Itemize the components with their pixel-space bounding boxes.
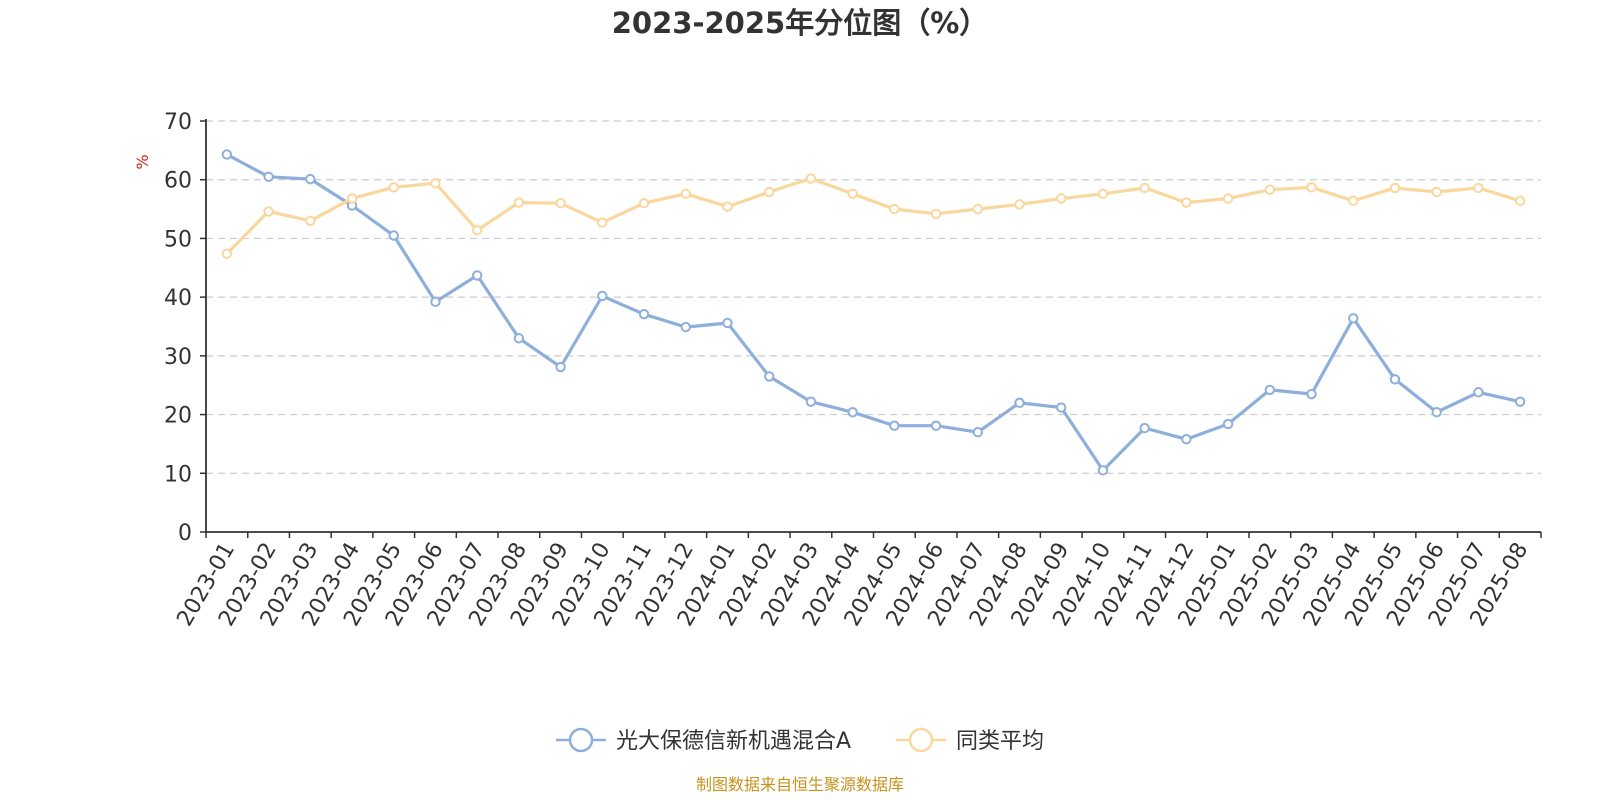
y-tick-label: 30	[164, 345, 192, 370]
x-tick-labels: 2023-012023-022023-032023-042023-052023-…	[172, 539, 1533, 631]
y-tick-label: 60	[164, 169, 192, 194]
legend-item-2: 同类平均	[896, 727, 1044, 754]
data-point	[1056, 193, 1067, 204]
data-point	[1097, 188, 1109, 200]
y-tick-label: 0	[178, 521, 192, 546]
data-point	[1389, 374, 1401, 385]
data-point	[263, 171, 274, 182]
data-point	[1264, 384, 1276, 396]
data-point	[1222, 418, 1234, 430]
data-point	[1348, 195, 1359, 207]
data-point	[1014, 199, 1025, 210]
legend: 光大保德信新机遇混合A 同类平均	[556, 727, 1044, 754]
data-point	[805, 173, 817, 184]
data-point	[388, 230, 399, 241]
data-point	[513, 333, 525, 344]
data-point	[889, 420, 900, 431]
data-point	[305, 173, 316, 185]
legend-swatch-marker	[568, 727, 594, 753]
data-point	[1306, 388, 1317, 400]
data-point	[680, 321, 691, 333]
y-tick-label: 70	[164, 110, 192, 135]
data-point	[1181, 197, 1192, 208]
data-point	[471, 225, 483, 236]
y-tick-label: 50	[164, 227, 192, 252]
data-point	[597, 290, 608, 302]
data-point	[346, 193, 358, 204]
data-point	[972, 426, 983, 438]
data-point	[722, 317, 733, 329]
data-point	[638, 198, 650, 209]
data-point	[1222, 193, 1234, 204]
data-point	[513, 197, 525, 208]
data-point	[1181, 434, 1192, 445]
legend-item-1: 光大保德信新机遇混合A	[556, 727, 851, 754]
data-point	[889, 203, 900, 215]
grid-lines	[206, 120, 1541, 474]
data-point	[1389, 182, 1401, 194]
data-point	[722, 201, 733, 212]
data-point	[972, 203, 983, 215]
y-tick-label: 40	[164, 286, 192, 311]
legend-swatch-marker	[908, 727, 934, 753]
data-point	[263, 206, 274, 217]
data-point	[1514, 195, 1526, 207]
y-axis-unit-label: %	[133, 154, 152, 169]
data-point	[638, 308, 650, 320]
series-layer	[221, 149, 1526, 476]
y-tick-labels: 0 10 20 30 40 50 60 70	[164, 110, 192, 546]
data-point	[930, 420, 942, 431]
legend-label: 光大保德信新机遇混合A	[616, 729, 851, 754]
data-point	[555, 361, 566, 373]
data-point	[1514, 396, 1526, 407]
data-point	[1431, 407, 1442, 418]
data-point	[1139, 182, 1150, 194]
data-point	[1264, 184, 1276, 195]
data-point	[680, 188, 691, 200]
series-2	[221, 173, 1526, 259]
series-line	[225, 152, 1522, 472]
data-point	[597, 217, 608, 228]
data-point	[305, 215, 316, 227]
data-point	[847, 188, 858, 200]
source-note: 制图数据来自恒生聚源数据库	[696, 775, 904, 794]
y-tick-label: 20	[164, 404, 192, 429]
axes	[200, 119, 1542, 538]
legend-label: 同类平均	[956, 729, 1044, 754]
data-point	[430, 178, 441, 189]
data-point	[847, 407, 858, 418]
data-point	[388, 182, 399, 193]
data-point	[221, 248, 233, 259]
series-line	[225, 176, 1522, 256]
data-point	[1139, 422, 1150, 434]
data-point	[930, 208, 942, 219]
data-point	[1306, 182, 1317, 193]
data-point	[555, 198, 566, 209]
data-point	[1097, 465, 1109, 476]
series-1	[221, 149, 1526, 476]
data-point	[430, 296, 441, 308]
data-point	[221, 149, 233, 160]
data-point	[764, 371, 775, 382]
data-point	[1473, 387, 1484, 398]
data-point	[1014, 397, 1025, 409]
chart-title: 2023-2025年分位图（%）	[612, 6, 989, 40]
y-tick-label: 10	[164, 462, 192, 487]
data-point	[1348, 313, 1359, 324]
data-point	[471, 270, 483, 281]
data-point	[805, 396, 817, 407]
data-point	[1431, 186, 1442, 198]
data-point	[1473, 182, 1484, 194]
data-point	[764, 186, 775, 198]
data-point	[1056, 402, 1067, 413]
